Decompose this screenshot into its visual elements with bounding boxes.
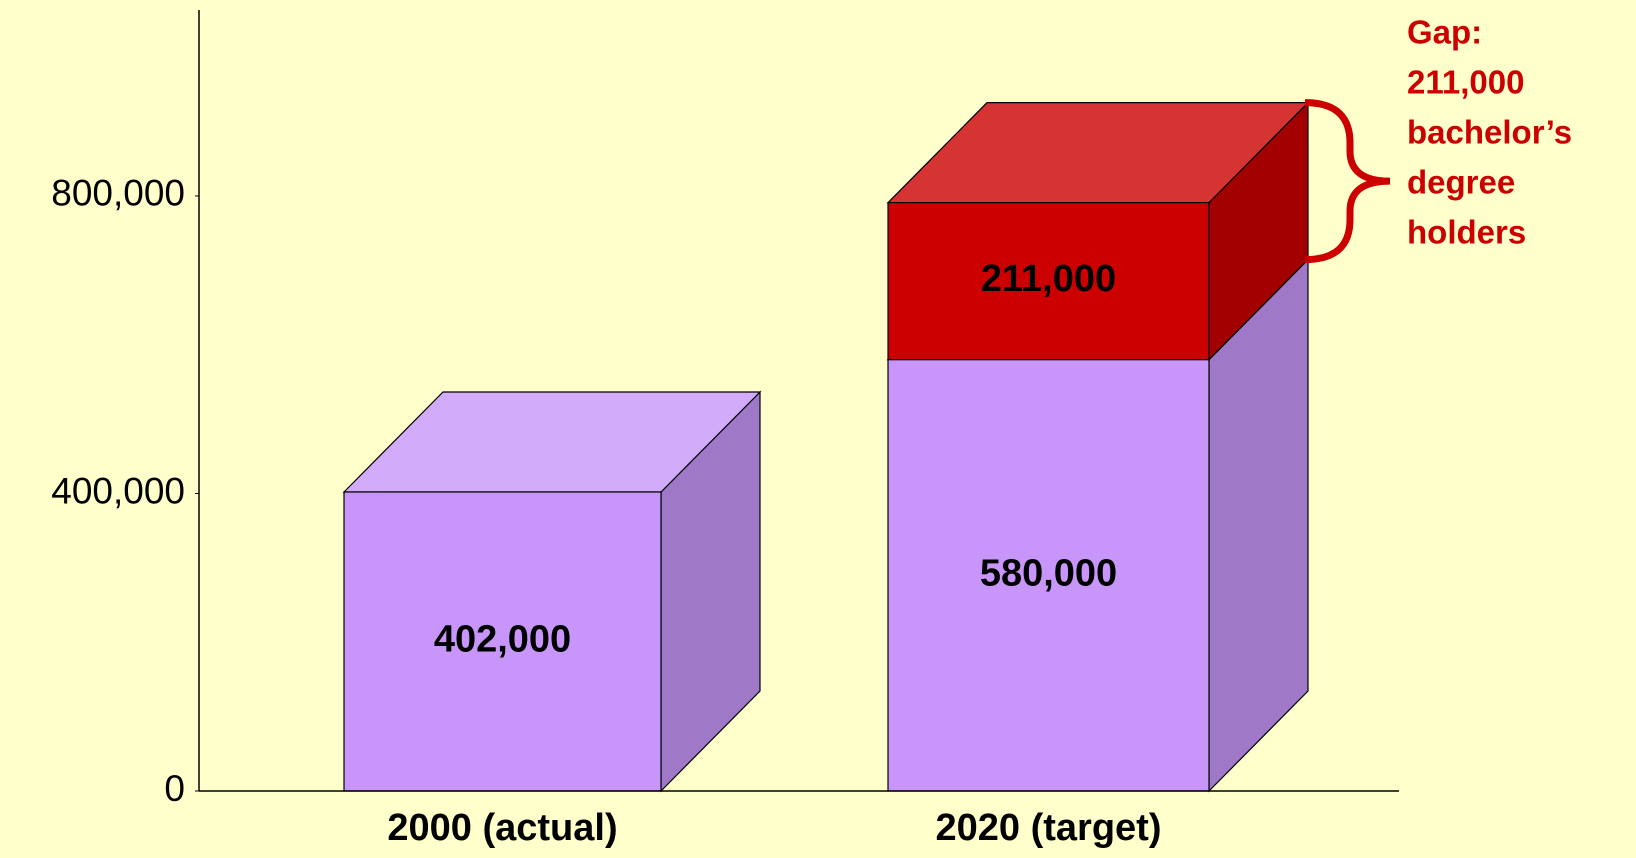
- annotation-line: 211,000: [1407, 64, 1524, 101]
- x-tick-label: 2000 (actual): [387, 807, 617, 849]
- value-label: 402,000: [434, 619, 571, 661]
- annotation-line: Gap:: [1407, 14, 1482, 51]
- annotation-line: holders: [1407, 214, 1526, 251]
- bar: [887, 202, 1210, 361]
- annotation-line: bachelor’s: [1407, 114, 1572, 151]
- gap-brace: [1304, 99, 1391, 264]
- y-tick-label: 800,000: [51, 173, 185, 214]
- value-label: 580,000: [980, 552, 1117, 594]
- bar: [343, 491, 662, 792]
- annotation-line: degree: [1407, 164, 1515, 201]
- y-tick-label: 0: [164, 768, 185, 809]
- x-tick-label: 2020 (target): [936, 807, 1162, 849]
- value-label: 211,000: [981, 258, 1116, 300]
- y-tick-label: 400,000: [51, 470, 185, 511]
